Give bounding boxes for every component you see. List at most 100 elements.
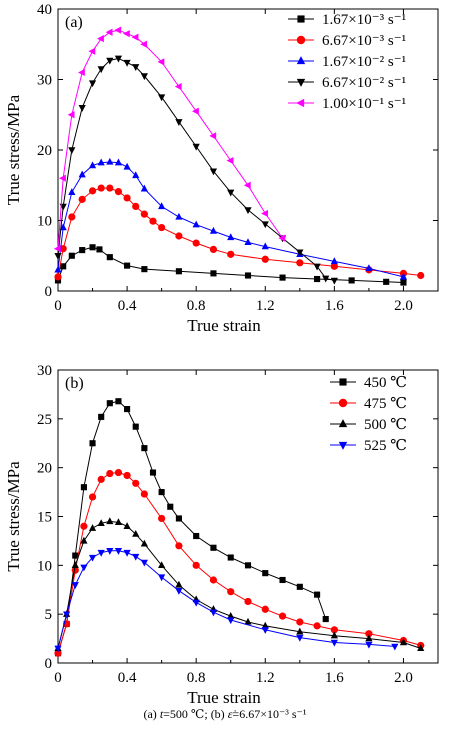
- data-point: [296, 583, 303, 590]
- legend-label: 475 ℃: [364, 396, 407, 412]
- data-point: [60, 263, 67, 270]
- series-4: [54, 547, 399, 653]
- data-point: [131, 33, 139, 41]
- x-tick-label: 0.4: [118, 298, 137, 314]
- caption-a-var: t: [159, 707, 164, 721]
- data-point: [322, 615, 329, 623]
- data-point: [96, 246, 103, 253]
- caption-b-var: ε̇: [227, 707, 233, 721]
- data-point: [261, 221, 269, 229]
- data-point: [141, 445, 148, 452]
- data-point: [158, 489, 165, 496]
- caption-b-label: (b): [210, 707, 225, 721]
- data-point: [261, 209, 268, 218]
- data-point: [78, 170, 86, 178]
- data-point: [175, 580, 183, 588]
- data-point: [314, 591, 321, 598]
- legend-label: 1.67×10⁻³ s⁻¹: [322, 12, 406, 28]
- data-point: [192, 143, 200, 151]
- legend: 1.67×10⁻³ s⁻¹ 6.67×10⁻³ s⁻¹ 1.67×10⁻² s⁻¹ 6…: [288, 12, 406, 112]
- data-point: [140, 73, 148, 81]
- data-point: [227, 250, 235, 258]
- data-point: [71, 566, 79, 574]
- data-point: [322, 275, 330, 283]
- panel-label: (b): [65, 375, 84, 392]
- data-point: [365, 641, 373, 649]
- data-point: [261, 605, 269, 613]
- data-point: [209, 245, 218, 254]
- data-point: [132, 64, 140, 71]
- data-point: [78, 105, 86, 112]
- data-point: [244, 617, 252, 625]
- data-point: [209, 226, 218, 234]
- x-axis-label: True strain: [187, 688, 261, 707]
- data-point: [141, 266, 148, 273]
- data-point: [80, 484, 87, 491]
- x-tick-label: 1.2: [256, 298, 275, 314]
- data-point: [88, 47, 96, 55]
- data-point: [313, 263, 321, 271]
- data-point: [59, 223, 67, 231]
- chart-panel-a: 0 0.4 0.8 1.2 1.6 2.0 0 10 20 30 40 True strain True…: [4, 2, 439, 335]
- x-tick-label: 1.6: [325, 670, 344, 686]
- series-2: [54, 184, 425, 281]
- data-point: [89, 244, 96, 251]
- data-point: [88, 80, 97, 88]
- legend-marker: [296, 98, 305, 108]
- data-point: [140, 539, 148, 547]
- data-point: [80, 522, 88, 530]
- data-point: [391, 643, 399, 651]
- series-line: [57, 161, 404, 278]
- data-point: [227, 554, 234, 561]
- data-point: [122, 30, 130, 38]
- data-point: [132, 202, 140, 210]
- data-point: [192, 239, 200, 247]
- data-point: [97, 66, 105, 74]
- data-point: [174, 82, 182, 91]
- data-point: [209, 168, 218, 176]
- data-point: [209, 576, 218, 584]
- x-tick-label: 1.6: [325, 298, 344, 314]
- data-point: [78, 195, 86, 203]
- data-point: [54, 649, 62, 657]
- data-point: [53, 245, 61, 253]
- x-tick-label: 2.0: [394, 298, 413, 314]
- y-tick-label: 15: [37, 510, 52, 526]
- legend-marker: [338, 419, 348, 428]
- data-point: [365, 634, 373, 642]
- data-point: [158, 223, 166, 232]
- series-line: [57, 471, 421, 654]
- data-point: [175, 212, 183, 220]
- data-point: [158, 561, 166, 569]
- data-point: [330, 262, 338, 270]
- data-point: [54, 253, 62, 260]
- data-point: [244, 562, 252, 569]
- data-point: [140, 490, 148, 498]
- data-point: [330, 277, 338, 285]
- data-point: [400, 279, 407, 286]
- data-point: [132, 553, 140, 561]
- legend-label: 450 ℃: [364, 375, 407, 391]
- data-point: [97, 475, 105, 483]
- data-point: [67, 111, 75, 119]
- y-tick-label: 10: [37, 214, 52, 230]
- data-point: [88, 554, 97, 562]
- data-point: [106, 400, 113, 407]
- data-point: [114, 55, 123, 63]
- data-point: [365, 630, 373, 638]
- data-point: [192, 107, 199, 115]
- data-point: [106, 157, 114, 165]
- data-point: [330, 639, 338, 647]
- data-point: [132, 529, 140, 537]
- data-point: [80, 564, 88, 572]
- data-point: [140, 40, 148, 48]
- data-point: [114, 518, 123, 526]
- data-point: [140, 184, 148, 192]
- data-point: [68, 213, 76, 221]
- data-point: [167, 503, 174, 510]
- data-point: [149, 469, 157, 476]
- data-point: [261, 242, 269, 250]
- data-point: [296, 618, 304, 626]
- data-point: [97, 35, 104, 43]
- data-point: [399, 638, 408, 646]
